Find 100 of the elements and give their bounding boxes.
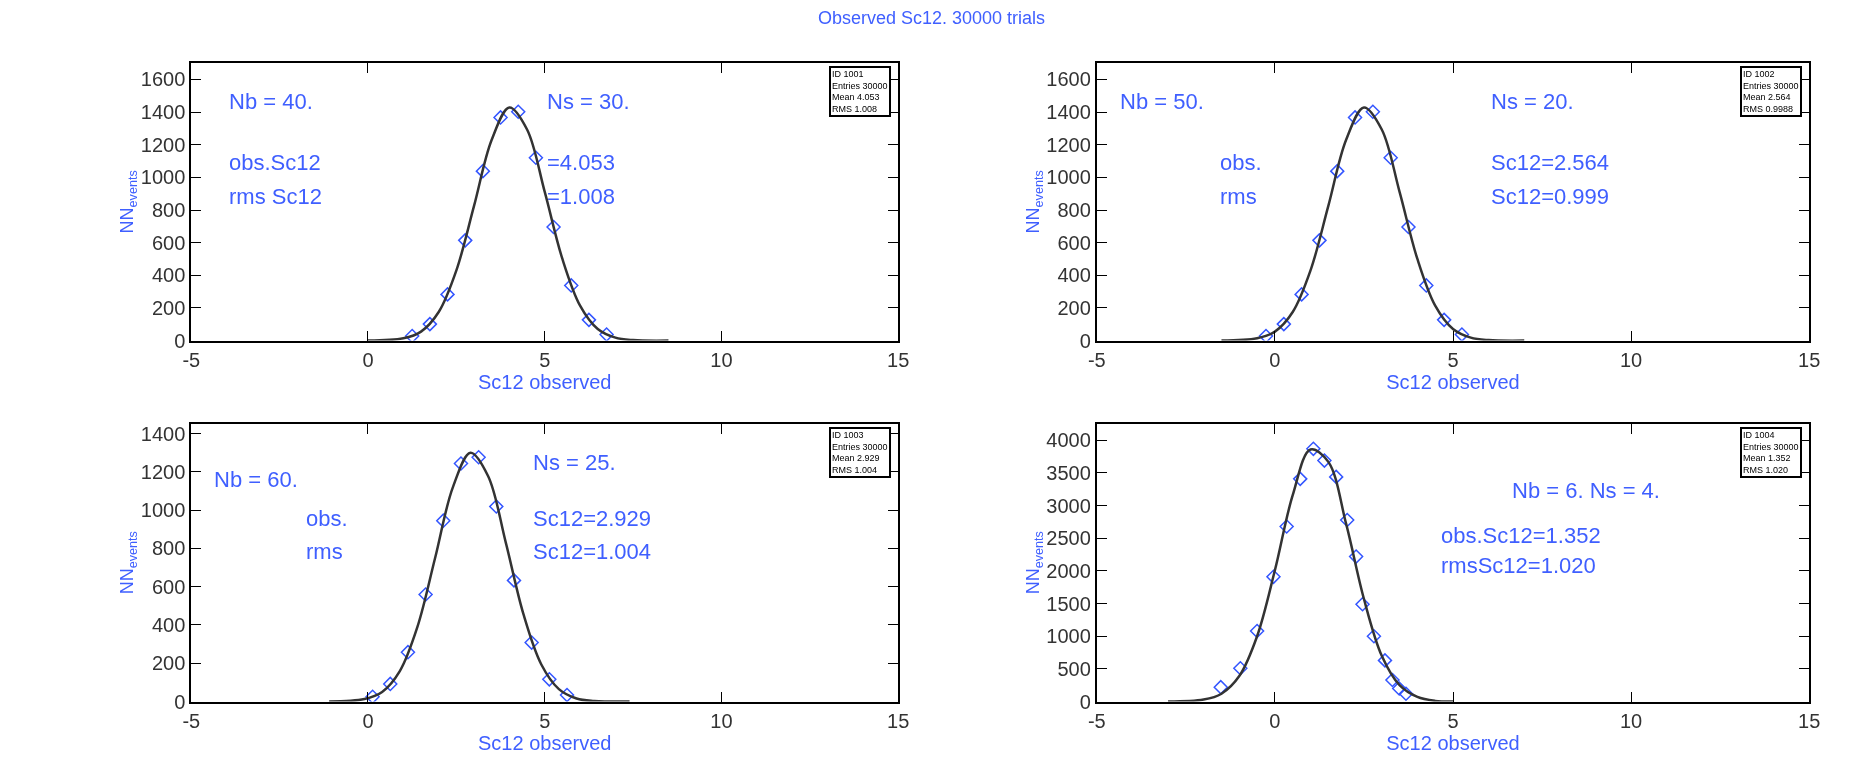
x-tick-label: 5: [539, 709, 551, 732]
annotation: Ns = 25.: [533, 450, 616, 475]
y-tick-label: 400: [151, 264, 186, 287]
x-tick-label: 15: [1798, 348, 1821, 371]
point: [1329, 163, 1345, 179]
point: [1419, 278, 1434, 293]
x-tick-label: 10: [710, 709, 733, 732]
y-tick-label: 800: [151, 199, 186, 221]
annotation: Sc12=0.999: [1491, 184, 1610, 209]
annotation: rms: [306, 539, 343, 564]
annotation: Nb = 50.: [1120, 89, 1204, 114]
annotation: rms: [1220, 184, 1257, 209]
annotation: rmsSc12=1.020: [1441, 553, 1596, 578]
annotation: =4.053: [547, 150, 615, 175]
y-tick-label: 500: [1057, 657, 1091, 680]
y-tick-label: 3000: [1046, 494, 1091, 517]
x-tick-label: 10: [710, 348, 733, 371]
point: [510, 104, 526, 119]
x-axis-title: Sc12 observed: [1386, 731, 1520, 754]
y-tick-label: 2000: [1046, 559, 1091, 582]
x-tick-label: 5: [539, 348, 551, 371]
y-tick-label: 1500: [1046, 592, 1091, 615]
y-tick-label: 4000: [1046, 429, 1091, 452]
point: [422, 316, 438, 332]
annotation: Ns = 30.: [547, 89, 630, 114]
point: [471, 450, 486, 465]
y-tick-label: 3500: [1046, 461, 1091, 484]
x-tick-label: 15: [1798, 709, 1821, 732]
y-tick-label: 400: [1057, 264, 1091, 287]
point: [1258, 328, 1274, 341]
point: [581, 312, 597, 328]
point: [1276, 316, 1292, 332]
annotation: ID 1001 Entries 30000 Mean 4.053 RMS 1.008: [832, 69, 888, 115]
annotation: obs.: [1220, 150, 1262, 175]
y-tick-label: 1200: [140, 133, 186, 156]
point: [1312, 233, 1327, 248]
y-tick-label: 1000: [1046, 166, 1091, 189]
point: [436, 513, 451, 528]
point: [1266, 569, 1281, 585]
point: [440, 287, 455, 302]
point: [457, 233, 473, 248]
y-tick-label: 1400: [140, 422, 186, 445]
y-tick-label: 200: [151, 296, 186, 319]
point: [542, 672, 557, 687]
y-tick-label: 200: [151, 652, 186, 675]
point: [1292, 471, 1308, 487]
annotation: rms Sc12: [229, 184, 322, 209]
annotation: Nb = 60.: [214, 467, 298, 492]
point: [400, 644, 416, 660]
y-tick-label: 400: [151, 613, 186, 636]
point: [383, 676, 398, 692]
y-tick-label: 1600: [140, 68, 186, 91]
point: [418, 587, 433, 602]
point: [493, 110, 508, 125]
y-tick-label: 1000: [140, 166, 186, 189]
point: [1306, 441, 1321, 457]
y-tick-label: 1400: [140, 101, 186, 124]
point: [1294, 287, 1309, 302]
point: [559, 687, 575, 702]
point: [1365, 104, 1381, 119]
point: [1355, 596, 1370, 612]
annotation: obs.Sc12: [229, 150, 321, 175]
point: [564, 278, 579, 293]
y-tick-label: 800: [151, 537, 186, 560]
point: [489, 499, 504, 514]
x-tick-label: 0: [1269, 709, 1281, 732]
point: [528, 150, 544, 166]
x-tick-label: 10: [1619, 348, 1643, 371]
chart-title: Observed Sc12. 30000 trials: [817, 8, 1046, 29]
y-tick-label: 200: [1057, 296, 1091, 319]
x-axis-title: Sc12 observed: [478, 731, 612, 754]
annotation: Sc12=2.929: [533, 506, 652, 531]
y-tick-label: 1000: [140, 499, 186, 522]
point: [1377, 653, 1393, 668]
point: [1213, 679, 1229, 695]
y-tick-label: 600: [1057, 231, 1091, 254]
point: [1401, 219, 1416, 235]
point: [1317, 453, 1332, 468]
annotation: obs.: [306, 506, 348, 531]
x-tick-label: 10: [1619, 709, 1643, 732]
y-tick-label: 600: [151, 575, 186, 598]
point: [475, 163, 491, 179]
annotation: Nb = 6. Ns = 4.: [1512, 478, 1660, 503]
point: [1339, 512, 1355, 528]
point: [1328, 469, 1344, 485]
point: [506, 573, 522, 588]
annotation: ID 1003 Entries 30000 Mean 2.929 RMS 1.004: [832, 430, 888, 476]
annotation: Nb = 40.: [229, 89, 313, 114]
y-tick-label: 1600: [1046, 68, 1091, 91]
point: [546, 219, 561, 235]
point: [1347, 110, 1363, 125]
annotation: Sc12=2.564: [1491, 150, 1610, 175]
point: [1348, 549, 1364, 564]
annotation: Ns = 20.: [1491, 89, 1574, 114]
x-tick-label: 15: [887, 348, 910, 371]
point: [1383, 150, 1398, 166]
point: [599, 327, 614, 341]
annotation: ID 1004 Entries 30000 Mean 1.352 RMS 1.020: [1743, 430, 1799, 476]
point: [1398, 686, 1414, 701]
point: [453, 456, 469, 471]
